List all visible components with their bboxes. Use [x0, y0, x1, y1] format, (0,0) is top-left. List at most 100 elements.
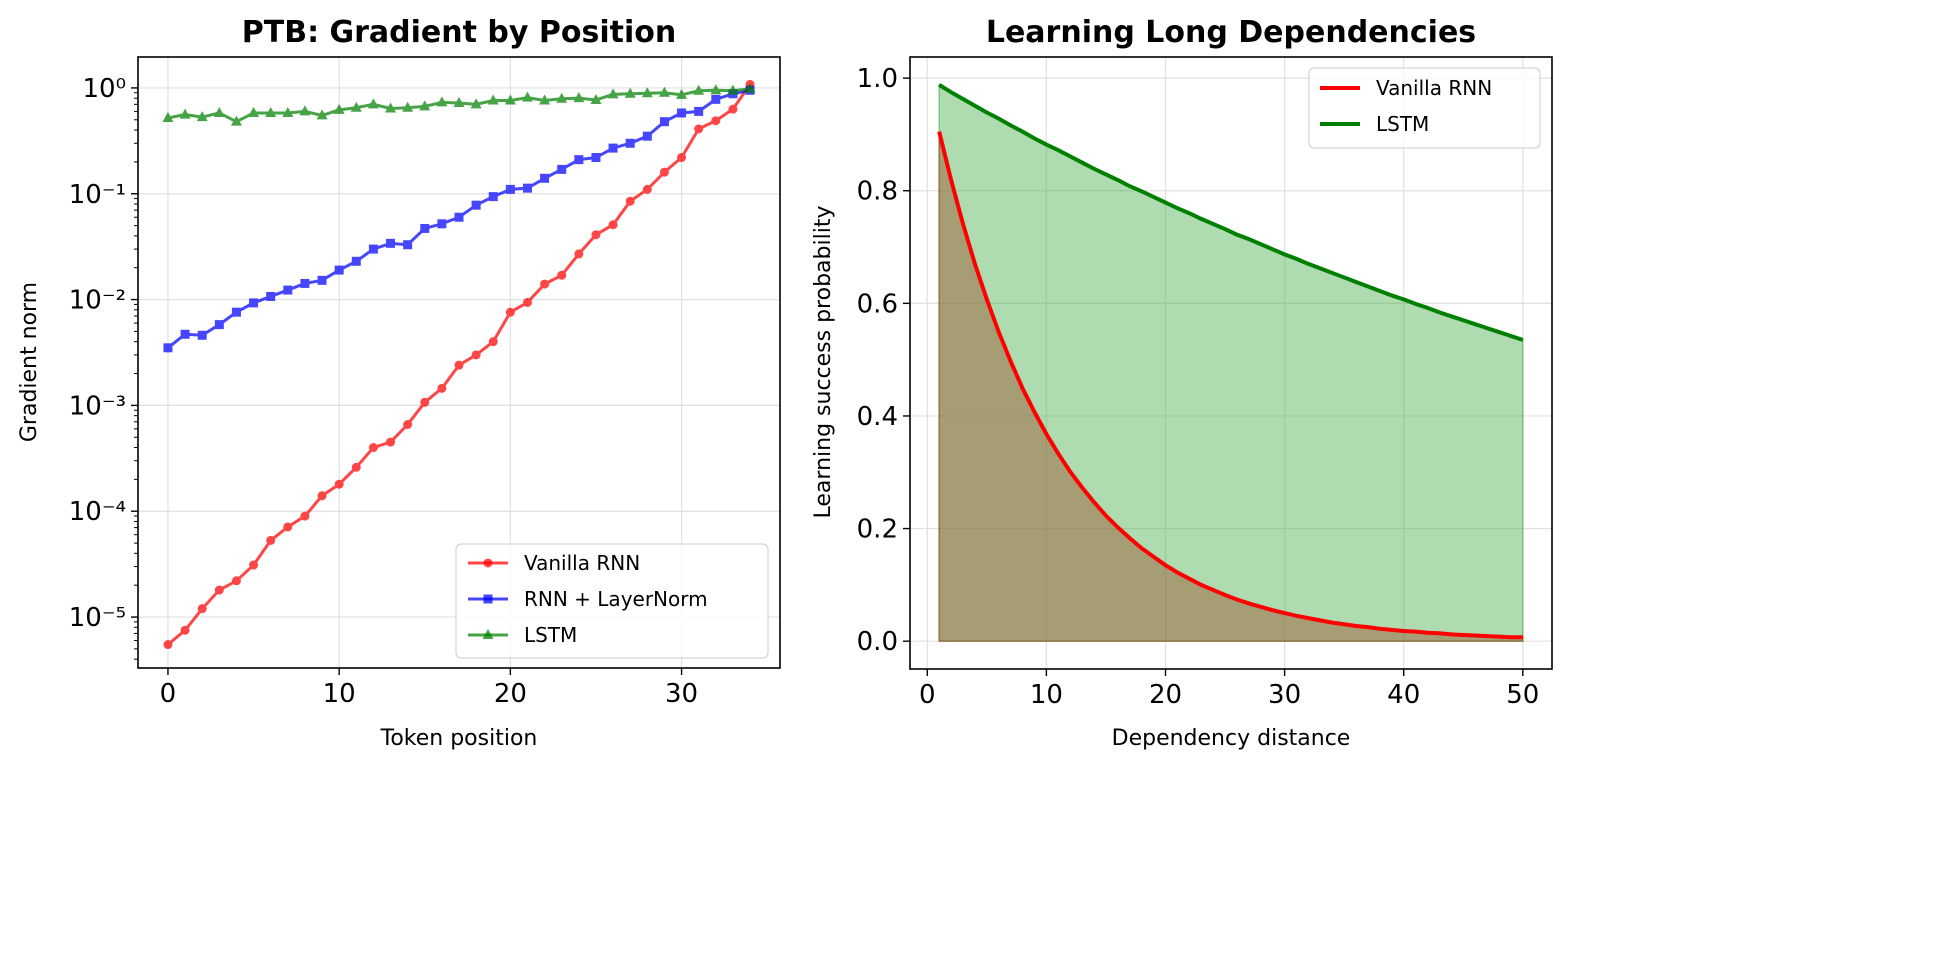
legend-label: Vanilla RNN	[1376, 76, 1492, 100]
data-point	[249, 560, 259, 570]
data-point	[265, 106, 277, 117]
data-point	[333, 103, 345, 114]
data-point	[266, 535, 276, 545]
data-point	[436, 96, 448, 107]
data-point	[316, 109, 328, 120]
legend-marker	[483, 558, 493, 568]
legend-label: LSTM	[524, 623, 577, 647]
x-tick-label: 0	[160, 679, 177, 709]
data-point	[540, 173, 550, 183]
data-point	[231, 307, 241, 317]
x-axis-label: Dependency distance	[1112, 726, 1351, 751]
x-axis-label: Token position	[380, 726, 538, 751]
data-point	[556, 92, 568, 103]
data-point	[728, 104, 738, 114]
data-point	[402, 101, 414, 112]
series-line-lstm	[938, 83, 1524, 342]
y-tick-label: 0.2	[857, 515, 898, 545]
data-point	[641, 87, 653, 98]
data-point	[230, 115, 242, 126]
y-tick-label: 10⁻³	[69, 391, 126, 421]
series-lstm	[162, 82, 756, 126]
x-tick-label: 30	[1268, 680, 1301, 710]
data-point	[197, 604, 207, 614]
data-point	[214, 320, 224, 330]
y-tick-label: 0.6	[857, 289, 898, 319]
data-point	[488, 192, 498, 202]
data-point	[471, 350, 481, 360]
data-point	[368, 443, 378, 453]
data-point	[711, 94, 721, 104]
legend-box	[455, 543, 769, 659]
data-point	[350, 101, 362, 112]
data-point	[437, 383, 447, 393]
x-tick-label: 20	[494, 679, 527, 709]
data-point	[214, 585, 224, 595]
y-axis-label: Learning success probability	[811, 206, 836, 519]
data-point	[608, 220, 618, 230]
data-point	[658, 86, 670, 97]
data-point	[386, 437, 396, 447]
data-point	[573, 92, 585, 103]
y-tick-label: 0.4	[857, 402, 898, 432]
y-axis-label: Gradient norm	[17, 282, 42, 442]
data-point	[642, 184, 652, 194]
legend-label: Vanilla RNN	[524, 551, 640, 575]
y-tick-label: 10⁻⁵	[69, 603, 126, 633]
x-tick-label: 0	[919, 680, 936, 710]
data-point	[591, 230, 601, 240]
data-point	[659, 117, 669, 127]
y-tick-label: 0.0	[857, 627, 898, 657]
data-point	[522, 183, 532, 193]
data-point	[591, 153, 601, 163]
y-tick-label: 1.0	[857, 64, 898, 94]
data-point	[488, 337, 498, 347]
data-point	[625, 138, 635, 148]
data-point	[521, 91, 533, 102]
data-point	[420, 397, 430, 407]
data-point	[454, 360, 464, 370]
legend: Vanilla RNN RNN + LayerNorm LSTM	[455, 543, 769, 659]
data-point	[574, 155, 584, 165]
data-point	[196, 111, 208, 122]
data-point	[386, 238, 396, 248]
y-tick-label: 10⁰	[82, 74, 126, 104]
data-point	[676, 88, 688, 99]
data-point	[505, 307, 515, 317]
plot-frame	[137, 56, 781, 669]
data-point	[711, 116, 721, 126]
data-point	[694, 124, 704, 134]
data-point	[487, 94, 499, 105]
data-point	[437, 219, 447, 229]
data-point	[266, 291, 276, 301]
data-point	[557, 270, 567, 280]
data-point	[453, 97, 465, 108]
data-point	[368, 244, 378, 254]
data-point	[367, 98, 379, 109]
data-point	[317, 275, 327, 285]
series-line-vanilla-rnn	[937, 131, 1523, 640]
data-point	[317, 491, 327, 501]
data-point	[522, 297, 532, 307]
data-point	[694, 106, 704, 116]
data-point	[231, 576, 241, 586]
data-point	[299, 105, 311, 116]
plot-frame	[909, 56, 1553, 670]
legend: Vanilla RNN LSTM	[1308, 67, 1541, 149]
data-point	[385, 102, 397, 113]
data-point	[213, 106, 225, 117]
legend-label: RNN + LayerNorm	[524, 587, 708, 611]
data-point	[454, 212, 464, 222]
x-tick-label: 30	[665, 679, 698, 709]
data-point	[403, 240, 413, 250]
data-point	[249, 298, 259, 308]
data-point	[557, 164, 567, 174]
data-point	[334, 265, 344, 275]
data-point	[744, 82, 756, 93]
legend-item: LSTM	[468, 623, 577, 647]
legend-item: LSTM	[1320, 112, 1429, 136]
data-point	[677, 108, 687, 118]
x-tick-label: 10	[323, 679, 356, 709]
data-point	[163, 343, 173, 353]
